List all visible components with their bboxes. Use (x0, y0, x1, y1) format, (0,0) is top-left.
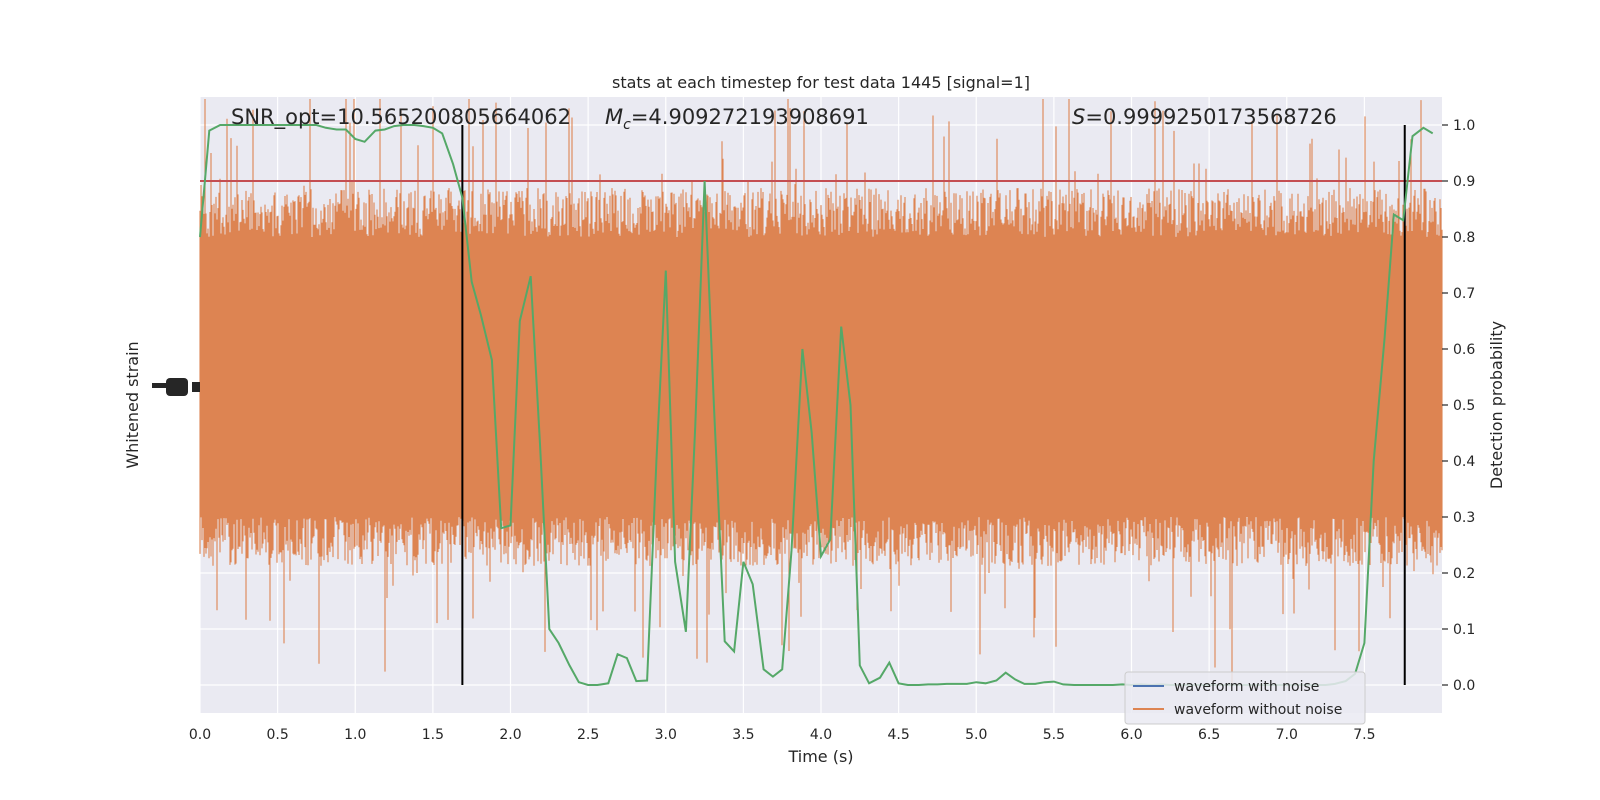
x-tick-label: 4.5 (887, 727, 909, 743)
x-axis-ticks: 0.0 0.5 1.0 1.5 2.0 2.5 3.0 3.5 4.0 4.5 5.0 5.5 6.0 6… (189, 727, 1376, 743)
y-right-tick-label: 0.6 (1453, 342, 1475, 358)
x-tick-label: 3.5 (732, 727, 754, 743)
x-tick-label: 5.0 (965, 727, 987, 743)
chirp-mass-symbol: M (605, 105, 623, 129)
legend: waveform with noise waveform without noi… (1124, 671, 1366, 725)
x-tick-label: 2.0 (499, 727, 521, 743)
chart-title: stats at each timestep for test data 144… (612, 73, 1030, 92)
x-tick-label: 1.5 (422, 727, 444, 743)
y-right-tick-label: 0.4 (1453, 454, 1475, 470)
x-axis-label: Time (s) (787, 747, 853, 766)
snr-annotation: SNR_opt=10.565200805664062 (231, 105, 571, 130)
y-right-tick-label: 0.8 (1453, 230, 1475, 246)
chirp-mass-subscript: c (623, 117, 631, 133)
x-tick-label: 2.5 (577, 727, 599, 743)
x-tick-label: 0.0 (189, 727, 211, 743)
x-tick-label: 6.0 (1120, 727, 1142, 743)
significance-value: =0.9999250173568726 (1085, 105, 1336, 129)
legend-label-with-noise: waveform with noise (1174, 679, 1319, 695)
left-y-axis-label: Whitened strain (123, 341, 142, 468)
chirp-mass-value: =4.909272193908691 (631, 105, 869, 129)
significance-annotation: S=0.9999250173568726 (1072, 105, 1337, 129)
right-axis-ticks: 0.0 0.1 0.2 0.3 0.4 0.5 0.6 0.7 0.8 0.9 1.0 (1442, 118, 1475, 694)
y-right-tick-label: 0.2 (1453, 566, 1475, 582)
left-tick-smudge (192, 382, 200, 392)
x-tick-label: 6.5 (1198, 727, 1220, 743)
x-tick-label: 4.0 (810, 727, 832, 743)
x-tick-label: 3.0 (655, 727, 677, 743)
y-right-tick-label: 0.7 (1453, 286, 1475, 302)
x-tick-label: 7.0 (1276, 727, 1298, 743)
y-right-tick-label: 0.9 (1453, 174, 1475, 190)
y-right-tick-label: 0.1 (1453, 622, 1475, 638)
left-axis-overlapping-ticks (152, 378, 200, 396)
y-right-tick-label: 1.0 (1453, 118, 1475, 134)
y-right-tick-label: 0.0 (1453, 678, 1475, 694)
significance-symbol: S (1072, 105, 1085, 129)
x-tick-label: 5.5 (1043, 727, 1065, 743)
chirp-mass-annotation: Mc=4.909272193908691 (605, 105, 869, 133)
y-right-tick-label: 0.3 (1453, 510, 1475, 526)
left-tick-smudge (166, 378, 188, 396)
left-tick-smudge (152, 383, 166, 388)
right-y-axis-label: Detection probability (1487, 321, 1506, 489)
legend-box (1124, 671, 1366, 725)
vertical-markers (461, 125, 1406, 685)
y-right-tick-label: 0.5 (1453, 398, 1475, 414)
x-tick-label: 7.5 (1353, 727, 1375, 743)
legend-label-without-noise: waveform without noise (1174, 702, 1342, 718)
x-tick-label: 1.0 (344, 727, 366, 743)
x-tick-label: 0.5 (266, 727, 288, 743)
